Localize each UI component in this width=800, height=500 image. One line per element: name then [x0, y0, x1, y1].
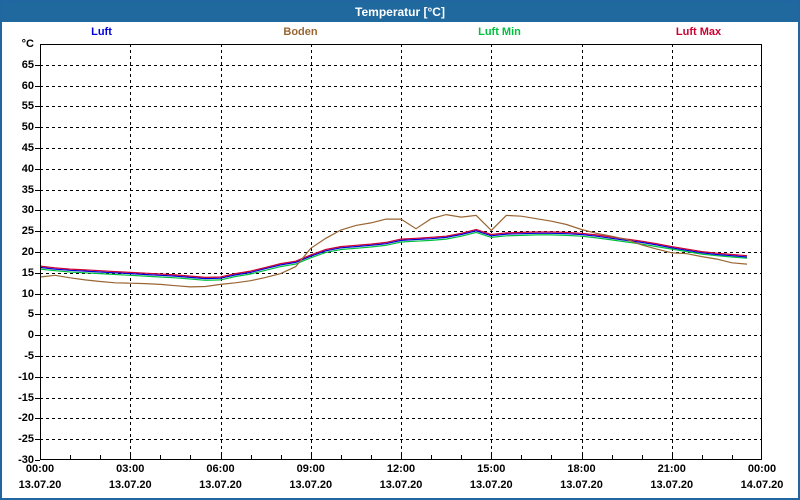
legend-item-boden: Boden [283, 26, 318, 38]
y-tick-label: -15 [18, 391, 34, 404]
y-tick-mark [35, 398, 40, 399]
y-tick-mark [35, 294, 40, 295]
series-line-luft-min [40, 231, 748, 281]
y-tick-mark [35, 127, 40, 128]
y-tick-mark [35, 106, 40, 107]
y-tick-mark [35, 439, 40, 440]
legend-item-luft-max: Luft Max [675, 26, 722, 38]
y-tick-label: 20 [21, 246, 34, 258]
y-tick-label: 60 [21, 79, 34, 92]
x-tick-time: 12:00 [386, 463, 416, 475]
legend: Luft Boden Luft Min Luft Max [2, 22, 798, 42]
x-tick-time: 00:00 [25, 463, 55, 475]
y-tick-mark [35, 210, 40, 211]
x-tick-date: 13.07.20 [469, 479, 513, 491]
x-tick-time: 00:00 [747, 463, 777, 475]
x-tick-date: 13.07.20 [199, 479, 242, 491]
page-title: Temperatur [°C] [2, 2, 798, 22]
y-tick-mark [35, 169, 40, 170]
y-tick-mark [35, 377, 40, 378]
y-tick-label: 25 [21, 225, 34, 238]
y-tick-mark [35, 273, 40, 274]
y-tick-mark [35, 314, 40, 315]
x-tick-time: 09:00 [296, 463, 325, 475]
series-line-luft-max [40, 228, 748, 279]
x-tick-time: 06:00 [206, 463, 235, 475]
y-tick-label: 5 [27, 308, 34, 321]
y-tick-label: 35 [21, 183, 34, 196]
y-tick-label: 65 [21, 58, 34, 71]
x-tick-time: 18:00 [567, 463, 596, 475]
y-tick-label: -25 [18, 433, 34, 446]
y-tick-mark [35, 335, 40, 336]
y-tick-mark [35, 231, 40, 232]
x-tick-date: 14.07.20 [740, 479, 784, 491]
y-tick-mark [35, 460, 40, 461]
x-tick-date: 13.07.20 [379, 479, 423, 491]
y-tick-mark [35, 65, 40, 66]
x-tick-time: 03:00 [116, 463, 145, 475]
x-tick-date: 13.07.20 [18, 479, 62, 491]
x-tick-time: 15:00 [477, 463, 506, 475]
y-tick-label: 50 [21, 121, 34, 134]
y-tick-label: 45 [21, 142, 34, 154]
y-tick-label: 55 [21, 100, 34, 113]
plot-border [40, 44, 762, 460]
y-tick-mark [35, 190, 40, 191]
y-tick-mark [35, 356, 40, 357]
y-tick-mark [35, 252, 40, 253]
legend-item-luft: Luft [91, 26, 112, 38]
x-tick-date: 13.07.20 [108, 479, 152, 491]
y-tick-mark [35, 86, 40, 87]
y-tick-label: -20 [18, 412, 34, 425]
plot-area [40, 44, 762, 460]
y-tick-mark [35, 418, 40, 419]
x-tick-date: 13.07.20 [650, 479, 694, 491]
x-tick-date: 13.07.20 [560, 479, 603, 491]
y-tick-label: -5 [24, 350, 34, 362]
series-line-boden [40, 213, 748, 288]
y-tick-label: 10 [21, 287, 34, 300]
y-tick-label: -10 [18, 370, 34, 383]
y-axis-unit: °C [21, 38, 34, 50]
x-tick-date: 13.07.20 [289, 479, 333, 491]
y-tick-label: 15 [21, 266, 34, 279]
series-line-luft [40, 230, 748, 280]
y-tick-label: 0 [27, 329, 34, 342]
y-tick-label: 30 [21, 204, 34, 217]
y-tick-label: -30 [18, 454, 34, 466]
legend-item-luft-min: Luft Min [478, 26, 521, 38]
y-tick-label: 40 [21, 162, 34, 175]
x-tick-time: 21:00 [657, 463, 686, 475]
y-tick-mark [35, 148, 40, 149]
